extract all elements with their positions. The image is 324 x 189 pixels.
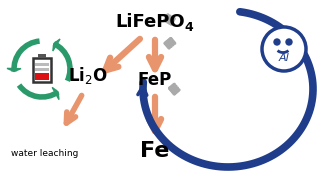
Text: FeP: FeP xyxy=(138,71,172,89)
Circle shape xyxy=(274,39,280,45)
Text: Al: Al xyxy=(279,53,289,63)
Bar xyxy=(35,63,49,66)
Polygon shape xyxy=(52,87,59,100)
Text: water leaching: water leaching xyxy=(11,149,79,158)
Polygon shape xyxy=(53,39,60,51)
Circle shape xyxy=(286,39,292,45)
Circle shape xyxy=(262,27,306,71)
Bar xyxy=(35,67,49,71)
Text: LiFePO: LiFePO xyxy=(115,13,185,31)
Bar xyxy=(35,73,49,80)
Text: Fe: Fe xyxy=(140,141,170,161)
Bar xyxy=(33,58,51,82)
Polygon shape xyxy=(7,68,21,71)
Text: 4: 4 xyxy=(184,21,193,34)
Bar xyxy=(38,54,46,58)
Text: Li$_2$O: Li$_2$O xyxy=(68,65,108,86)
